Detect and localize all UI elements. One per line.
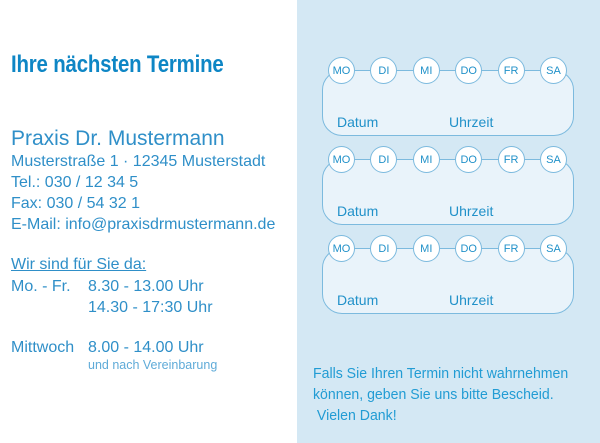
weekday-label: MI — [420, 64, 433, 77]
uhrzeit-label: Uhrzeit — [449, 114, 494, 130]
appointment-slot: MO DI MI DO FR SA Datum Uhrzeit — [322, 235, 574, 315]
weekday-circle: DO — [455, 146, 483, 173]
weekday-circle: DI — [370, 57, 398, 84]
weekday-circle: MO — [328, 235, 355, 262]
hours-row: und nach Vereinbarung — [11, 358, 217, 373]
datum-label: Datum — [337, 203, 379, 219]
hours-time: 8.00 - 14.00 Uhr — [88, 339, 204, 356]
hours-day-label — [11, 358, 88, 373]
weekday-circle: SA — [540, 235, 567, 262]
weekday-circle: MI — [412, 57, 440, 84]
weekday-circle: SA — [540, 146, 567, 173]
hours-heading: Wir sind für Sie da: — [11, 256, 147, 273]
weekday-circle: DI — [370, 146, 398, 173]
datum-label: Datum — [337, 114, 379, 130]
weekday-label: FR — [503, 153, 519, 166]
weekday-label: DI — [378, 242, 390, 255]
weekday-label: MI — [420, 153, 433, 166]
practice-name: Praxis Dr. Mustermann — [11, 127, 225, 150]
weekday-circle: MI — [412, 146, 440, 173]
slot-box — [322, 70, 574, 136]
hours-day-label: Mittwoch — [11, 339, 75, 356]
hours-time: und nach Vereinbarung — [88, 358, 218, 372]
appointment-slot: MO DI MI DO FR SA Datum Uhrzeit — [322, 146, 574, 226]
weekday-label: DO — [460, 153, 477, 166]
weekday-label: SA — [546, 153, 561, 166]
opening-hours: Wir sind für Sie da: Mo. - Fr. 8.30 - 13.… — [11, 254, 217, 373]
note-line: Falls Sie Ihren Termin nicht wahrnehmen — [313, 365, 569, 382]
practice-address: Musterstraße 1 · 12345 Musterstadt — [11, 153, 266, 170]
hours-row: 14.30 - 17:30 Uhr — [11, 297, 217, 318]
weekday-circle: MO — [328, 57, 355, 84]
practice-email: E-Mail: info@praxisdrmustermann.de — [11, 216, 276, 233]
weekday-circle: FR — [497, 57, 525, 84]
weekday-label: SA — [546, 242, 561, 255]
weekday-label: FR — [503, 242, 519, 255]
weekday-label: MI — [420, 242, 433, 255]
practice-info: Praxis Dr. Mustermann Musterstraße 1 · 1… — [11, 126, 275, 235]
practice-phone: Tel.: 030 / 12 34 5 — [11, 174, 139, 191]
slot-box — [322, 248, 574, 314]
appointment-slot: MO DI MI DO FR SA Datum Uhrzeit — [322, 57, 574, 137]
weekday-label: DO — [460, 64, 477, 77]
hours-day-label: Mo. - Fr. — [11, 278, 71, 295]
weekday-circle: FR — [497, 146, 525, 173]
weekday-circle: MO — [328, 146, 355, 173]
uhrzeit-label: Uhrzeit — [449, 292, 494, 308]
appointment-slots: MO DI MI DO FR SA Datum Uhrzeit MO DI MI DO FR SA Datu… — [322, 57, 574, 324]
weekday-label: MO — [332, 64, 351, 77]
note-line: können, geben Sie uns bitte Bescheid. — [313, 386, 554, 403]
uhrzeit-label: Uhrzeit — [449, 203, 494, 219]
page-title: Ihre nächsten Termine — [11, 51, 224, 78]
weekday-circle: MI — [412, 235, 440, 262]
weekday-label: MO — [332, 242, 351, 255]
hours-time: 14.30 - 17:30 Uhr — [88, 299, 213, 316]
hours-time: 8.30 - 13.00 Uhr — [88, 278, 204, 295]
weekday-label: DO — [460, 242, 477, 255]
datum-label: Datum — [337, 292, 379, 308]
weekday-label: MO — [332, 153, 351, 166]
weekday-label: SA — [546, 64, 561, 77]
hours-row: Mittwoch 8.00 - 14.00 Uhr — [11, 337, 217, 358]
note-line: Vielen Dank! — [313, 407, 397, 424]
weekday-label: DI — [378, 64, 390, 77]
weekday-label: FR — [503, 64, 519, 77]
slot-box — [322, 159, 574, 225]
weekday-circle: SA — [540, 57, 567, 84]
hours-row: Mo. - Fr. 8.30 - 13.00 Uhr — [11, 276, 217, 297]
practice-fax: Fax: 030 / 54 32 1 — [11, 195, 140, 212]
weekday-circle: DO — [455, 235, 483, 262]
hours-rows: Mo. - Fr. 8.30 - 13.00 Uhr 14.30 - 17:30 U… — [11, 276, 217, 373]
hours-day-label — [11, 297, 88, 318]
weekday-circle: DO — [455, 57, 483, 84]
weekday-label: DI — [378, 153, 390, 166]
weekday-circle: FR — [497, 235, 525, 262]
weekday-circle: DI — [370, 235, 398, 262]
left-column: Ihre nächsten Termine Praxis Dr. Musterm… — [0, 0, 297, 443]
appointments-panel: MO DI MI DO FR SA Datum Uhrzeit MO DI MI DO FR SA Datu… — [297, 0, 600, 443]
note-text: Falls Sie Ihren Termin nicht wahrnehmen k… — [313, 363, 568, 426]
